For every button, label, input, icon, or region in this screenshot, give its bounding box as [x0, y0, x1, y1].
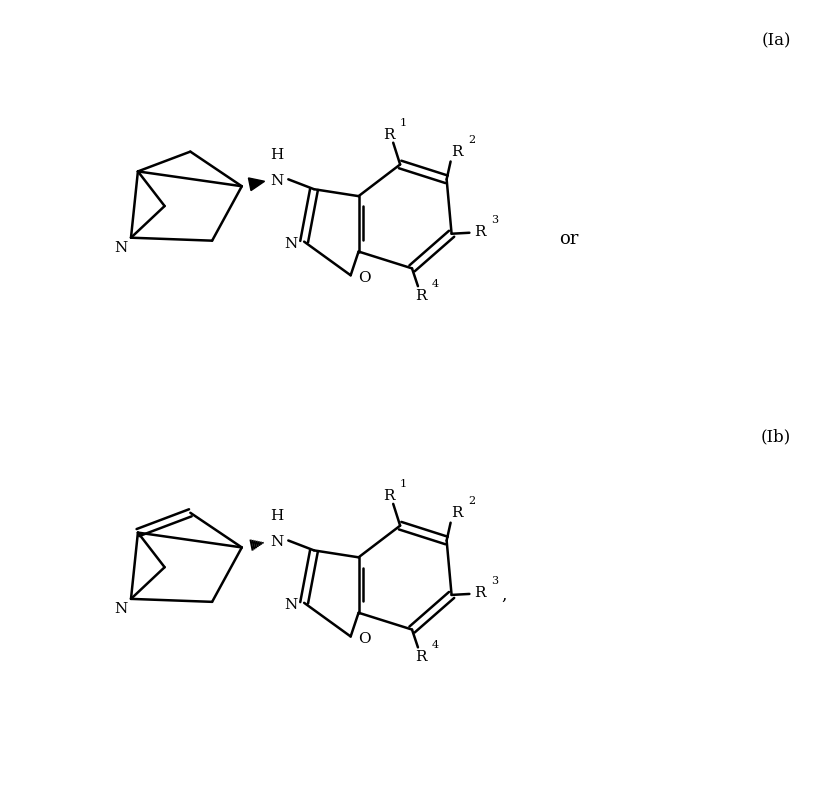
Text: N: N — [115, 602, 128, 616]
Text: N: N — [115, 241, 128, 254]
Text: R: R — [415, 289, 427, 303]
Text: R: R — [474, 586, 486, 600]
Text: R: R — [451, 506, 463, 520]
Text: (Ib): (Ib) — [761, 428, 791, 445]
Text: 1: 1 — [400, 479, 408, 489]
Text: O: O — [358, 271, 370, 285]
Text: H: H — [270, 147, 283, 162]
Text: 2: 2 — [469, 496, 475, 506]
Text: R: R — [384, 489, 395, 503]
Text: N: N — [285, 237, 298, 250]
Text: R: R — [474, 225, 486, 239]
Text: R: R — [384, 128, 395, 142]
Text: H: H — [270, 508, 283, 523]
Text: (Ia): (Ia) — [761, 33, 791, 49]
Text: R: R — [415, 650, 427, 664]
Text: 2: 2 — [469, 135, 475, 145]
Polygon shape — [248, 178, 265, 190]
Text: R: R — [451, 144, 463, 159]
Text: or: or — [559, 230, 578, 248]
Text: 3: 3 — [491, 215, 498, 225]
Text: 3: 3 — [491, 576, 498, 586]
Text: 1: 1 — [400, 118, 408, 128]
Text: N: N — [270, 175, 283, 188]
Text: ,: , — [501, 587, 507, 604]
Text: 4: 4 — [431, 279, 439, 289]
Text: N: N — [270, 536, 283, 549]
Text: 4: 4 — [431, 641, 439, 650]
Text: N: N — [285, 598, 298, 612]
Text: O: O — [358, 633, 370, 646]
